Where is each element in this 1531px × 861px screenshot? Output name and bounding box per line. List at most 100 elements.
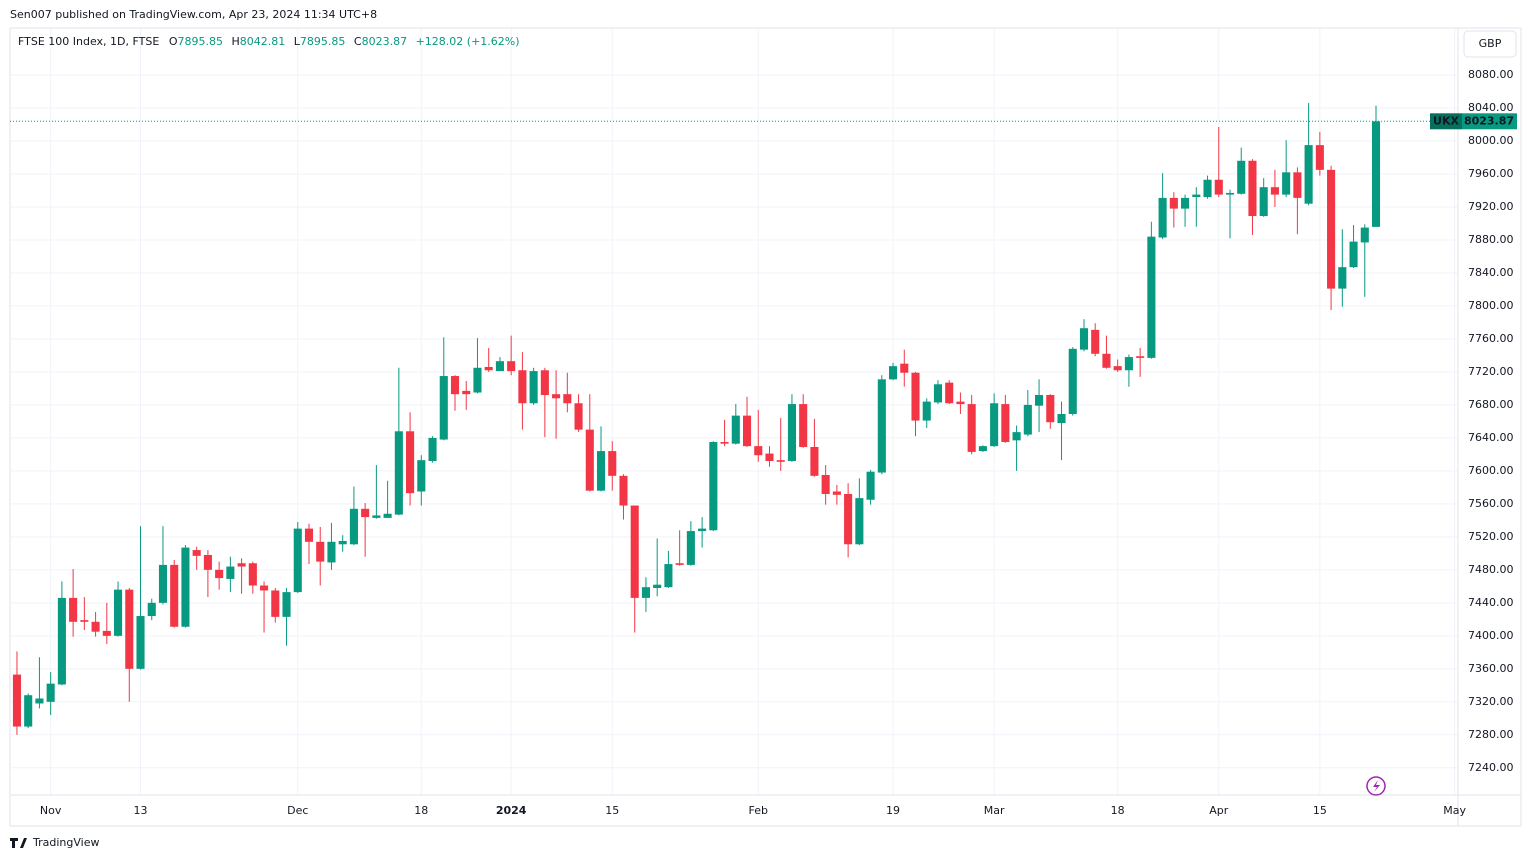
- body: [585, 429, 594, 491]
- body: [1338, 267, 1347, 289]
- body: [698, 528, 707, 532]
- body: [1023, 404, 1032, 435]
- x-tick-label: Dec: [287, 804, 308, 817]
- body: [1304, 145, 1313, 204]
- body: [1360, 227, 1369, 243]
- body: [57, 597, 66, 685]
- body: [12, 674, 22, 727]
- body: [304, 528, 314, 542]
- body: [1091, 329, 1100, 354]
- y-tick-label: 7320.00: [1468, 695, 1514, 708]
- currency-button[interactable]: [1463, 30, 1517, 58]
- body: [1001, 404, 1010, 443]
- body: [866, 471, 875, 500]
- brand: TradingView: [32, 836, 99, 849]
- body: [394, 431, 403, 515]
- body: [417, 460, 426, 492]
- footer-logo: TradingView: [10, 836, 99, 849]
- body: [877, 379, 886, 473]
- lightning-icon[interactable]: [1366, 776, 1386, 796]
- body: [518, 370, 527, 404]
- y-tick-label: 7360.00: [1468, 662, 1514, 675]
- x-tick-label: 18: [1111, 804, 1125, 817]
- currency[interactable]: GBP: [1479, 37, 1502, 50]
- body: [484, 366, 493, 371]
- body: [1371, 121, 1381, 227]
- body: [529, 371, 538, 404]
- body: [540, 370, 549, 396]
- body: [1349, 241, 1358, 268]
- body: [1124, 357, 1133, 371]
- body: [1147, 236, 1156, 358]
- body: [1136, 356, 1145, 358]
- candles: [12, 103, 1381, 735]
- body: [900, 363, 909, 373]
- y-tick-label: 7880.00: [1468, 233, 1514, 246]
- body: [114, 589, 123, 636]
- ohlc-label: C: [354, 35, 362, 48]
- body: [462, 390, 471, 395]
- body: [1102, 353, 1111, 368]
- body: [1248, 160, 1257, 217]
- body: [372, 515, 381, 518]
- body: [1068, 348, 1077, 414]
- y-tick-label: 7560.00: [1468, 497, 1514, 510]
- y-tick-label: 7440.00: [1468, 596, 1514, 609]
- body: [495, 361, 504, 372]
- x-tick-label: May: [1443, 804, 1466, 817]
- x-tick-label: 15: [605, 804, 619, 817]
- body: [787, 404, 796, 461]
- y-tick-label: 7920.00: [1468, 200, 1514, 213]
- price-tag-label: 8023.87: [1464, 114, 1514, 127]
- ohlc-value: 7895.85: [300, 35, 346, 48]
- y-tick-label: 7640.00: [1468, 431, 1514, 444]
- body: [125, 589, 134, 669]
- legend: FTSE 100 Index, 1D, FTSE O7895.85 H8042.…: [18, 35, 520, 48]
- body: [810, 446, 819, 476]
- body: [821, 475, 830, 494]
- body: [630, 505, 639, 598]
- body: [147, 602, 156, 617]
- body: [990, 403, 999, 447]
- symbol: FTSE 100 Index, 1D, FTSE: [18, 35, 159, 48]
- body: [1203, 179, 1212, 198]
- body: [911, 372, 920, 421]
- x-tick-label: 19: [886, 804, 900, 817]
- body: [855, 498, 864, 545]
- body: [799, 404, 808, 447]
- body: [428, 437, 437, 461]
- body: [24, 695, 33, 727]
- body: [664, 564, 673, 588]
- y-tick-label: 7720.00: [1468, 365, 1514, 378]
- change: +128.02 (+1.62%): [416, 35, 520, 48]
- y-tick-label: 7480.00: [1468, 563, 1514, 576]
- y-tick-label: 7800.00: [1468, 299, 1514, 312]
- x-tick-label: 15: [1313, 804, 1327, 817]
- x-tick-label: 13: [134, 804, 148, 817]
- y-tick-label: 8000.00: [1468, 134, 1514, 147]
- body: [709, 442, 718, 531]
- icon-ring[interactable]: [1366, 776, 1386, 796]
- body: [1181, 197, 1190, 209]
- y-tick-label: 7840.00: [1468, 266, 1514, 279]
- body: [945, 382, 954, 404]
- ohlc-label: L: [294, 35, 301, 48]
- y-tick-label: 7680.00: [1468, 398, 1514, 411]
- ohlc-label: H: [231, 35, 239, 48]
- y-tick-label: 7400.00: [1468, 629, 1514, 642]
- icon-bolt[interactable]: [1373, 780, 1380, 792]
- body: [181, 547, 190, 627]
- y-tick-label: 8040.00: [1468, 101, 1514, 114]
- body: [675, 563, 684, 565]
- body: [1214, 179, 1223, 195]
- x-tick-label: Mar: [984, 804, 1005, 817]
- body: [552, 394, 561, 399]
- body: [574, 403, 583, 430]
- body: [271, 590, 280, 617]
- body: [170, 564, 179, 627]
- body: [349, 508, 358, 545]
- y-tick-label: 8080.00: [1468, 68, 1514, 81]
- body: [1169, 197, 1178, 209]
- grid: [10, 28, 1458, 795]
